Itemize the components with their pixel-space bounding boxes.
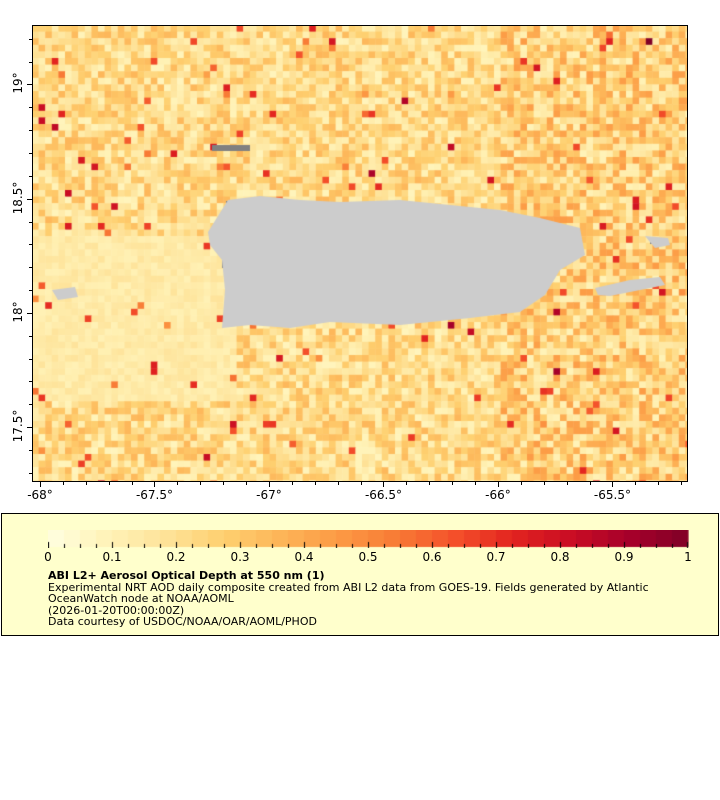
colorbar-label: 0.6 <box>422 550 442 564</box>
colorbar-label: 0.7 <box>486 550 506 564</box>
lat-minor-tick <box>29 472 32 474</box>
legend-description-cont: OceanWatch node at NOAA/AOML <box>48 592 234 605</box>
lon-minor-tick <box>246 482 248 485</box>
lat-minor-tick <box>29 404 32 406</box>
lon-minor-tick <box>108 482 110 485</box>
legend-description: Experimental NRT AOD daily composite cre… <box>48 580 649 594</box>
lat-minor-tick <box>29 152 32 154</box>
lon-minor-tick <box>658 482 660 485</box>
colorbar-label: 1 <box>684 550 692 564</box>
lat-minor-tick <box>29 381 32 383</box>
lon-minor-tick <box>475 482 477 485</box>
lon-minor-tick <box>543 482 545 485</box>
lat-minor-tick <box>29 335 32 337</box>
lon-minor-tick <box>62 482 64 485</box>
lon-minor-tick <box>452 482 454 485</box>
legend-text: ABI L2+ Aerosol Optical Depth at 550 nm … <box>48 570 649 628</box>
lon-minor-tick <box>383 482 385 485</box>
lat-minor-tick <box>29 107 32 109</box>
lon-minor-tick <box>589 482 591 485</box>
lon-minor-tick <box>200 482 202 485</box>
lat-tick-label: 18.5° <box>11 181 25 215</box>
lat-minor-tick <box>29 221 32 223</box>
lat-minor-tick <box>29 244 32 246</box>
lon-minor-tick <box>268 482 270 485</box>
lon-minor-tick <box>291 482 293 485</box>
lat-minor-tick <box>29 312 32 314</box>
lon-minor-tick <box>681 482 683 485</box>
lon-tick-label: -67° <box>256 488 282 502</box>
lat-minor-tick <box>29 427 32 429</box>
lat-minor-tick <box>29 61 32 63</box>
lon-minor-tick <box>566 482 568 485</box>
legend-title: ABI L2+ Aerosol Optical Depth at 550 nm … <box>48 569 325 582</box>
lat-minor-tick <box>29 84 32 86</box>
lon-minor-tick <box>520 482 522 485</box>
colorbar-label: 0 <box>44 550 52 564</box>
lon-minor-tick <box>612 482 614 485</box>
lat-tick-label: 17.5° <box>11 409 25 443</box>
colorbar-label: 0.2 <box>166 550 186 564</box>
lat-tick-label: 19° <box>11 72 25 95</box>
colorbar <box>48 530 689 548</box>
lon-minor-tick <box>223 482 225 485</box>
lat-minor-tick <box>29 130 32 132</box>
lon-minor-tick <box>406 482 408 485</box>
legend-credit: Data courtesy of USDOC/NOAA/OAR/AOML/PHO… <box>48 615 317 628</box>
lat-minor-tick <box>29 358 32 360</box>
colorbar-label: 0.5 <box>358 550 378 564</box>
lat-minor-tick <box>29 450 32 451</box>
lon-tick-label: -65.5° <box>593 488 631 502</box>
lon-minor-tick <box>635 482 637 485</box>
lon-minor-tick <box>131 482 133 485</box>
legend-time: (2026-01-20T00:00:00Z) <box>48 603 185 617</box>
lon-minor-tick <box>154 482 156 485</box>
lon-minor-tick <box>337 482 339 485</box>
lat-minor-tick <box>29 175 32 177</box>
lon-minor-tick <box>360 482 362 485</box>
lon-tick-label: -68° <box>27 488 53 502</box>
lat-minor-tick <box>29 267 32 269</box>
colorbar-label: 0.3 <box>230 550 250 564</box>
lon-tick-label: -66° <box>485 488 511 502</box>
colorbar-label: 0.1 <box>102 550 122 564</box>
lon-tick <box>40 482 41 487</box>
lat-minor-tick <box>29 198 32 200</box>
lon-tick-label: -67.5° <box>135 488 174 502</box>
colorbar-label: 0.9 <box>614 550 634 564</box>
colorbar-label: 0.4 <box>294 550 314 564</box>
lat-minor-tick <box>29 290 32 292</box>
colorbar-label: 0.8 <box>550 550 570 564</box>
lat-minor-tick <box>29 38 32 40</box>
lon-minor-tick <box>85 482 87 485</box>
aod-map-image <box>32 25 688 482</box>
lon-tick-label: -66.5° <box>364 488 402 502</box>
lon-minor-tick <box>314 482 316 485</box>
lon-minor-tick <box>429 482 431 485</box>
map-frame <box>32 25 688 482</box>
lat-tick-label: 18° <box>11 301 25 323</box>
lon-minor-tick <box>497 482 499 485</box>
lon-minor-tick <box>177 482 179 485</box>
